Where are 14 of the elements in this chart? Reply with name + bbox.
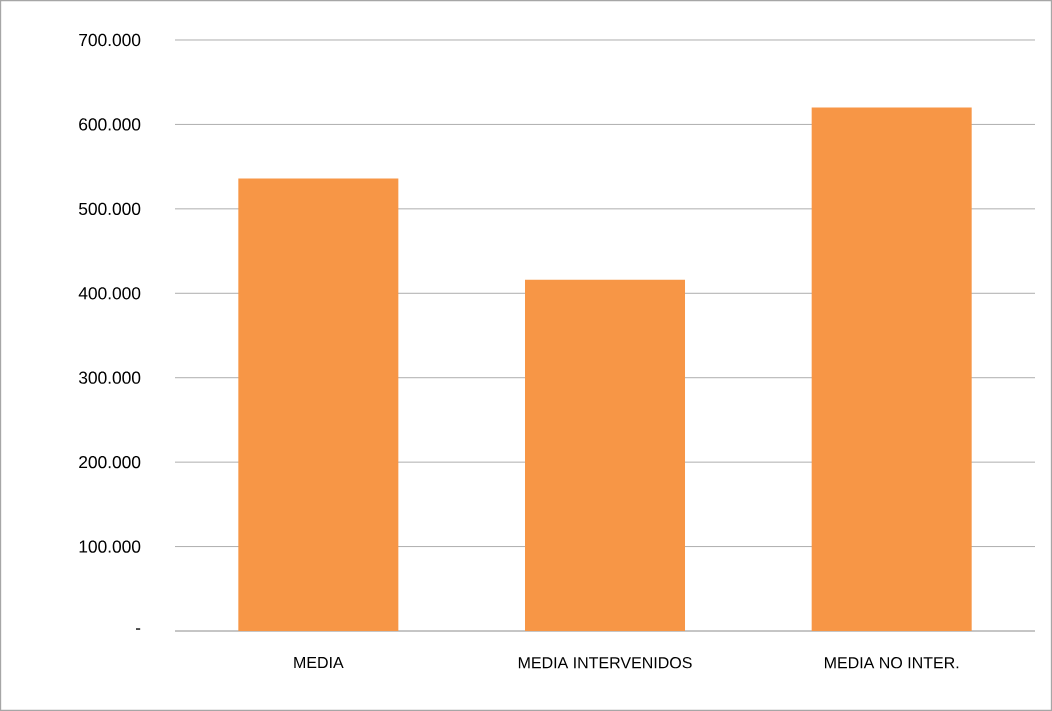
y-tick-label: - <box>135 628 141 630</box>
y-tick-label: 100.000 <box>79 540 141 553</box>
bar <box>238 178 399 631</box>
x-tick-label: MEDIA <box>294 657 344 669</box>
bar <box>525 279 686 631</box>
y-tick-label: 600.000 <box>79 118 141 131</box>
x-tick-label: MEDIA NO INTER. <box>824 657 959 669</box>
y-tick-label: 700.000 <box>79 33 141 47</box>
x-tick-label: MEDIA INTERVENIDOS <box>518 657 692 669</box>
y-tick-label: 200.000 <box>79 456 141 469</box>
bar <box>811 107 972 631</box>
y-tick-label: 400.000 <box>78 287 141 300</box>
y-tick-label: 500.000 <box>78 202 141 215</box>
y-tick-label: 300.000 <box>78 371 141 384</box>
